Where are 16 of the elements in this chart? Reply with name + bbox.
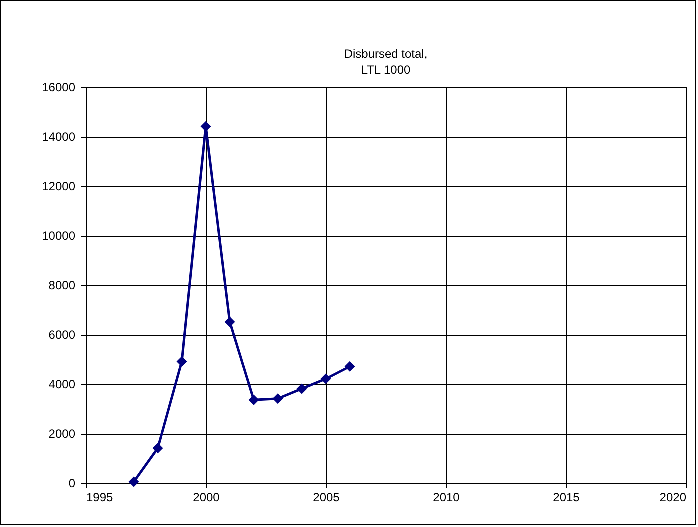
- y-tick-label: 4000: [48, 378, 76, 392]
- x-tick-label: 1995: [86, 490, 114, 504]
- y-tick-label: 14000: [42, 130, 76, 144]
- y-tick-label: 8000: [48, 278, 76, 292]
- y-tick-label: 6000: [48, 328, 76, 342]
- x-tick-label: 2020: [660, 490, 687, 504]
- x-tick-label: 2015: [553, 490, 580, 504]
- y-tick-label: 16000: [42, 80, 76, 94]
- chart-title: Disbursed total, LTL 1000: [344, 47, 428, 77]
- x-tick-label: 2000: [193, 490, 220, 504]
- x-tick-label: 2005: [313, 490, 340, 504]
- x-tick-label: 2010: [433, 490, 460, 504]
- y-tick-label: 12000: [42, 180, 76, 194]
- y-tick-label: 0: [68, 476, 76, 490]
- y-tick-label: 10000: [42, 229, 76, 243]
- y-tick-label: 2000: [48, 427, 76, 441]
